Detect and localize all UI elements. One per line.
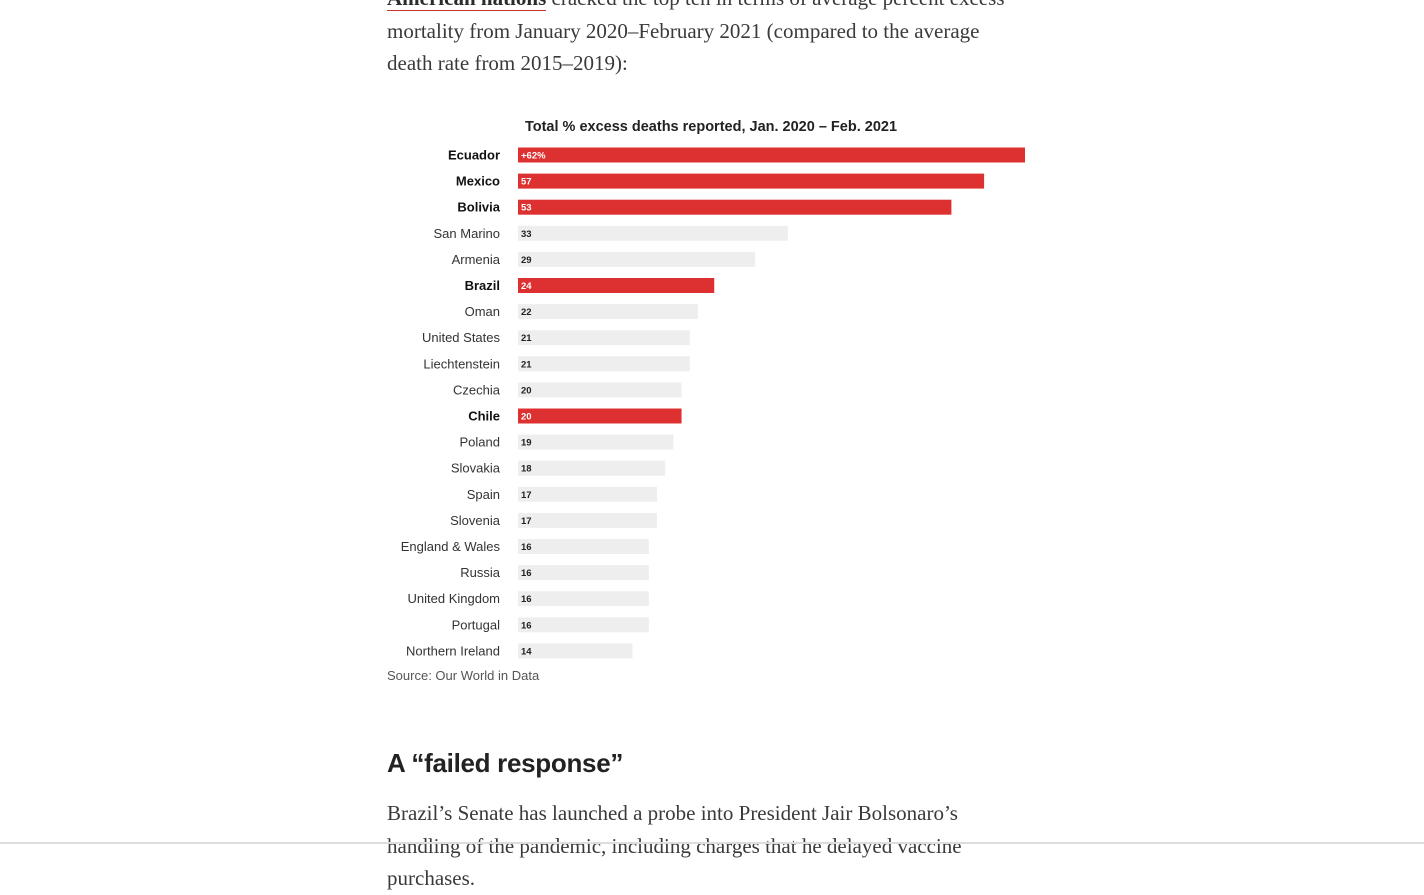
excess-deaths-chart: Total % excess deaths reported, Jan. 202… xyxy=(401,119,1025,659)
bar-united-kingdom xyxy=(518,591,649,607)
country-label-united-kingdom: United Kingdom xyxy=(408,591,501,606)
country-label-san-marino: San Marino xyxy=(434,226,500,241)
value-label-russia: 16 xyxy=(521,568,532,579)
bar-brazil xyxy=(518,278,715,293)
value-label-spain: 17 xyxy=(521,490,532,501)
country-label-bolivia: Bolivia xyxy=(457,200,500,215)
country-label-liechtenstein: Liechtenstein xyxy=(423,356,500,371)
country-label-united-states: United States xyxy=(422,330,501,345)
bar-slovenia xyxy=(518,512,658,528)
bar-united-states xyxy=(518,330,690,346)
value-label-ecuador: +62% xyxy=(521,151,546,162)
bar-northern-ireland xyxy=(518,643,633,659)
value-label-northern-ireland: 14 xyxy=(521,646,532,657)
divider xyxy=(0,842,1424,844)
value-label-chile: 20 xyxy=(521,412,532,423)
country-label-chile: Chile xyxy=(468,409,500,424)
value-label-czechia: 20 xyxy=(521,385,532,396)
value-label-united-kingdom: 16 xyxy=(521,594,532,605)
country-label-oman: Oman xyxy=(465,304,500,319)
bar-russia xyxy=(518,565,649,581)
bar-england-wales xyxy=(518,539,649,554)
bar-czechia xyxy=(518,382,682,398)
value-label-slovenia: 17 xyxy=(521,516,532,527)
bar-armenia xyxy=(518,251,756,267)
chart-source: Source: Our World in Data xyxy=(387,668,540,683)
country-label-northern-ireland: Northern Ireland xyxy=(406,643,500,658)
bar-slovakia xyxy=(518,460,666,476)
country-label-armenia: Armenia xyxy=(452,252,501,267)
value-label-bolivia: 53 xyxy=(521,203,532,214)
country-label-brazil: Brazil xyxy=(465,278,500,293)
value-label-united-states: 21 xyxy=(521,333,532,344)
value-label-armenia: 29 xyxy=(521,255,532,266)
value-label-portugal: 16 xyxy=(521,620,532,631)
bar-ecuador xyxy=(518,147,1025,163)
value-label-mexico: 57 xyxy=(521,177,532,188)
intro-paragraph: American nations cracked the top ten in … xyxy=(387,0,1027,80)
bar-oman xyxy=(518,304,698,320)
value-label-england-wales: 16 xyxy=(521,542,532,553)
value-label-liechtenstein: 21 xyxy=(521,359,532,370)
country-label-portugal: Portugal xyxy=(452,617,501,632)
bar-spain xyxy=(518,486,658,502)
country-label-poland: Poland xyxy=(460,435,500,450)
section-paragraph: Brazil’s Senate has launched a probe int… xyxy=(387,801,962,890)
country-label-slovenia: Slovenia xyxy=(450,513,501,528)
value-label-oman: 22 xyxy=(521,307,532,318)
bar-mexico xyxy=(518,173,985,189)
american-nations-link[interactable]: American nations xyxy=(387,0,547,11)
intro-text: cracked the top ten in terms of average … xyxy=(387,0,1005,75)
country-label-slovakia: Slovakia xyxy=(451,461,501,476)
chart-title: Total % excess deaths reported, Jan. 202… xyxy=(525,119,897,135)
bar-chile xyxy=(518,408,682,424)
country-label-ecuador: Ecuador xyxy=(448,148,500,163)
country-label-mexico: Mexico xyxy=(456,174,500,189)
bar-portugal xyxy=(518,617,649,633)
bar-san-marino xyxy=(518,225,788,241)
value-label-san-marino: 33 xyxy=(521,229,532,240)
value-label-slovakia: 18 xyxy=(521,464,532,475)
bar-poland xyxy=(518,434,674,450)
value-label-poland: 19 xyxy=(521,438,532,449)
country-label-czechia: Czechia xyxy=(453,382,501,397)
country-label-russia: Russia xyxy=(460,565,501,580)
country-label-spain: Spain xyxy=(467,487,500,502)
section-heading: A “failed response” xyxy=(387,748,624,778)
bar-bolivia xyxy=(518,199,952,215)
value-label-brazil: 24 xyxy=(521,281,532,292)
country-label-england-wales: England & Wales xyxy=(401,539,501,554)
bar-liechtenstein xyxy=(518,356,690,372)
